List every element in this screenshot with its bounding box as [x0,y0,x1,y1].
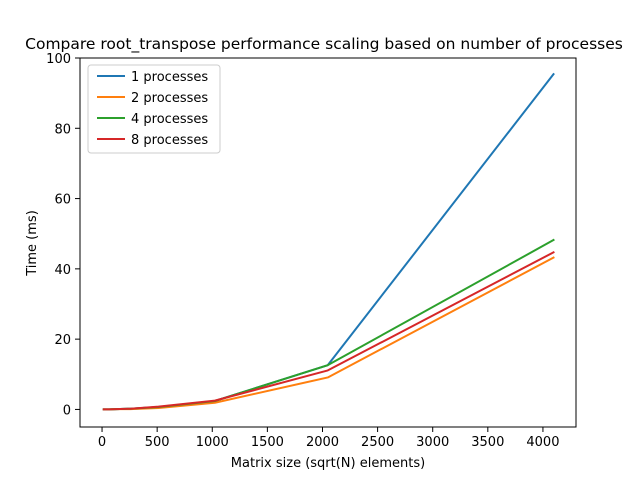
chart-title: Compare root_transpose performance scali… [25,35,623,54]
legend-label: 8 processes [131,133,208,148]
legend-label: 1 processes [131,70,208,85]
y-tick-label: 40 [54,263,71,278]
legend: 1 processes 2 processes 4 processes 8 proce… [87,64,221,154]
x-tick-label: 1000 [196,435,229,450]
legend-label: 2 processes [131,91,208,106]
x-tick-label: 2500 [361,435,394,450]
legend-label: 4 processes [131,112,208,127]
series-line-3 [102,238,555,411]
y-tick-label: 100 [46,52,71,67]
x-axis-label: Matrix size (sqrt(N) elements) [231,456,425,471]
x-axis: 0 500 1000 1500 2000 2500 3000 3500 4000 [98,427,559,450]
x-tick-label: 500 [145,435,170,450]
legend-box [87,64,221,154]
plot-frame [79,57,577,428]
y-tick-label: 80 [54,122,71,137]
y-tick-label: 20 [54,333,71,348]
x-tick-label: 2000 [306,435,339,450]
x-tick-label: 1500 [251,435,284,450]
x-tick-label: 0 [98,435,106,450]
series-line-2 [102,256,555,411]
y-axis: 0 20 40 60 80 100 [46,52,80,418]
y-tick-label: 0 [63,403,71,418]
y-axis-label: Time (ms) [25,210,40,277]
x-tick-label: 3000 [416,435,449,450]
y-tick-label: 60 [54,193,71,208]
series-line-4 [102,250,555,411]
plot-lines [102,72,555,411]
x-tick-label: 3500 [471,435,504,450]
x-tick-label: 4000 [526,435,559,450]
